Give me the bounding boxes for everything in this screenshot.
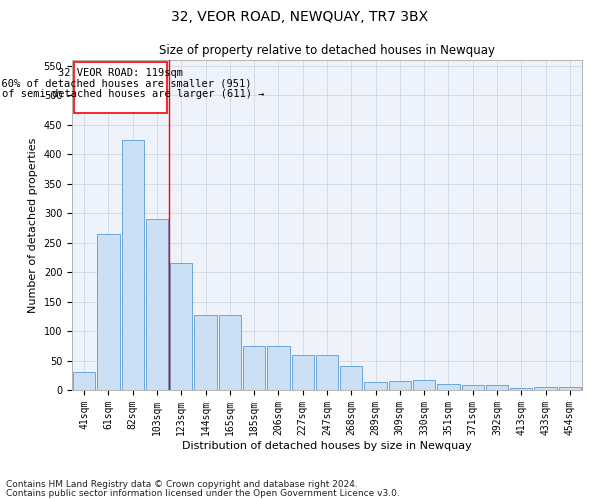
Text: 39% of semi-detached houses are larger (611) →: 39% of semi-detached houses are larger (… <box>0 90 265 100</box>
Bar <box>316 354 338 390</box>
Bar <box>292 354 314 390</box>
Text: Contains public sector information licensed under the Open Government Licence v3: Contains public sector information licen… <box>6 488 400 498</box>
Bar <box>122 140 144 390</box>
Text: 32 VEOR ROAD: 119sqm: 32 VEOR ROAD: 119sqm <box>58 68 183 78</box>
Text: Contains HM Land Registry data © Crown copyright and database right 2024.: Contains HM Land Registry data © Crown c… <box>6 480 358 489</box>
X-axis label: Distribution of detached houses by size in Newquay: Distribution of detached houses by size … <box>182 440 472 450</box>
Bar <box>486 384 508 390</box>
Bar <box>194 315 217 390</box>
Bar <box>535 387 557 390</box>
FancyBboxPatch shape <box>74 62 167 113</box>
Bar <box>559 387 581 390</box>
Bar <box>170 264 193 390</box>
Bar <box>340 366 362 390</box>
Bar <box>243 346 265 390</box>
Text: 32, VEOR ROAD, NEWQUAY, TR7 3BX: 32, VEOR ROAD, NEWQUAY, TR7 3BX <box>172 10 428 24</box>
Y-axis label: Number of detached properties: Number of detached properties <box>28 138 38 312</box>
Bar <box>146 219 168 390</box>
Bar <box>413 380 436 390</box>
Bar <box>218 315 241 390</box>
Bar <box>510 388 532 390</box>
Bar <box>389 381 411 390</box>
Text: ← 60% of detached houses are smaller (951): ← 60% of detached houses are smaller (95… <box>0 79 252 89</box>
Title: Size of property relative to detached houses in Newquay: Size of property relative to detached ho… <box>159 44 495 58</box>
Bar <box>73 372 95 390</box>
Bar <box>364 382 387 390</box>
Bar <box>267 346 290 390</box>
Bar <box>437 384 460 390</box>
Bar <box>461 384 484 390</box>
Bar <box>97 234 119 390</box>
